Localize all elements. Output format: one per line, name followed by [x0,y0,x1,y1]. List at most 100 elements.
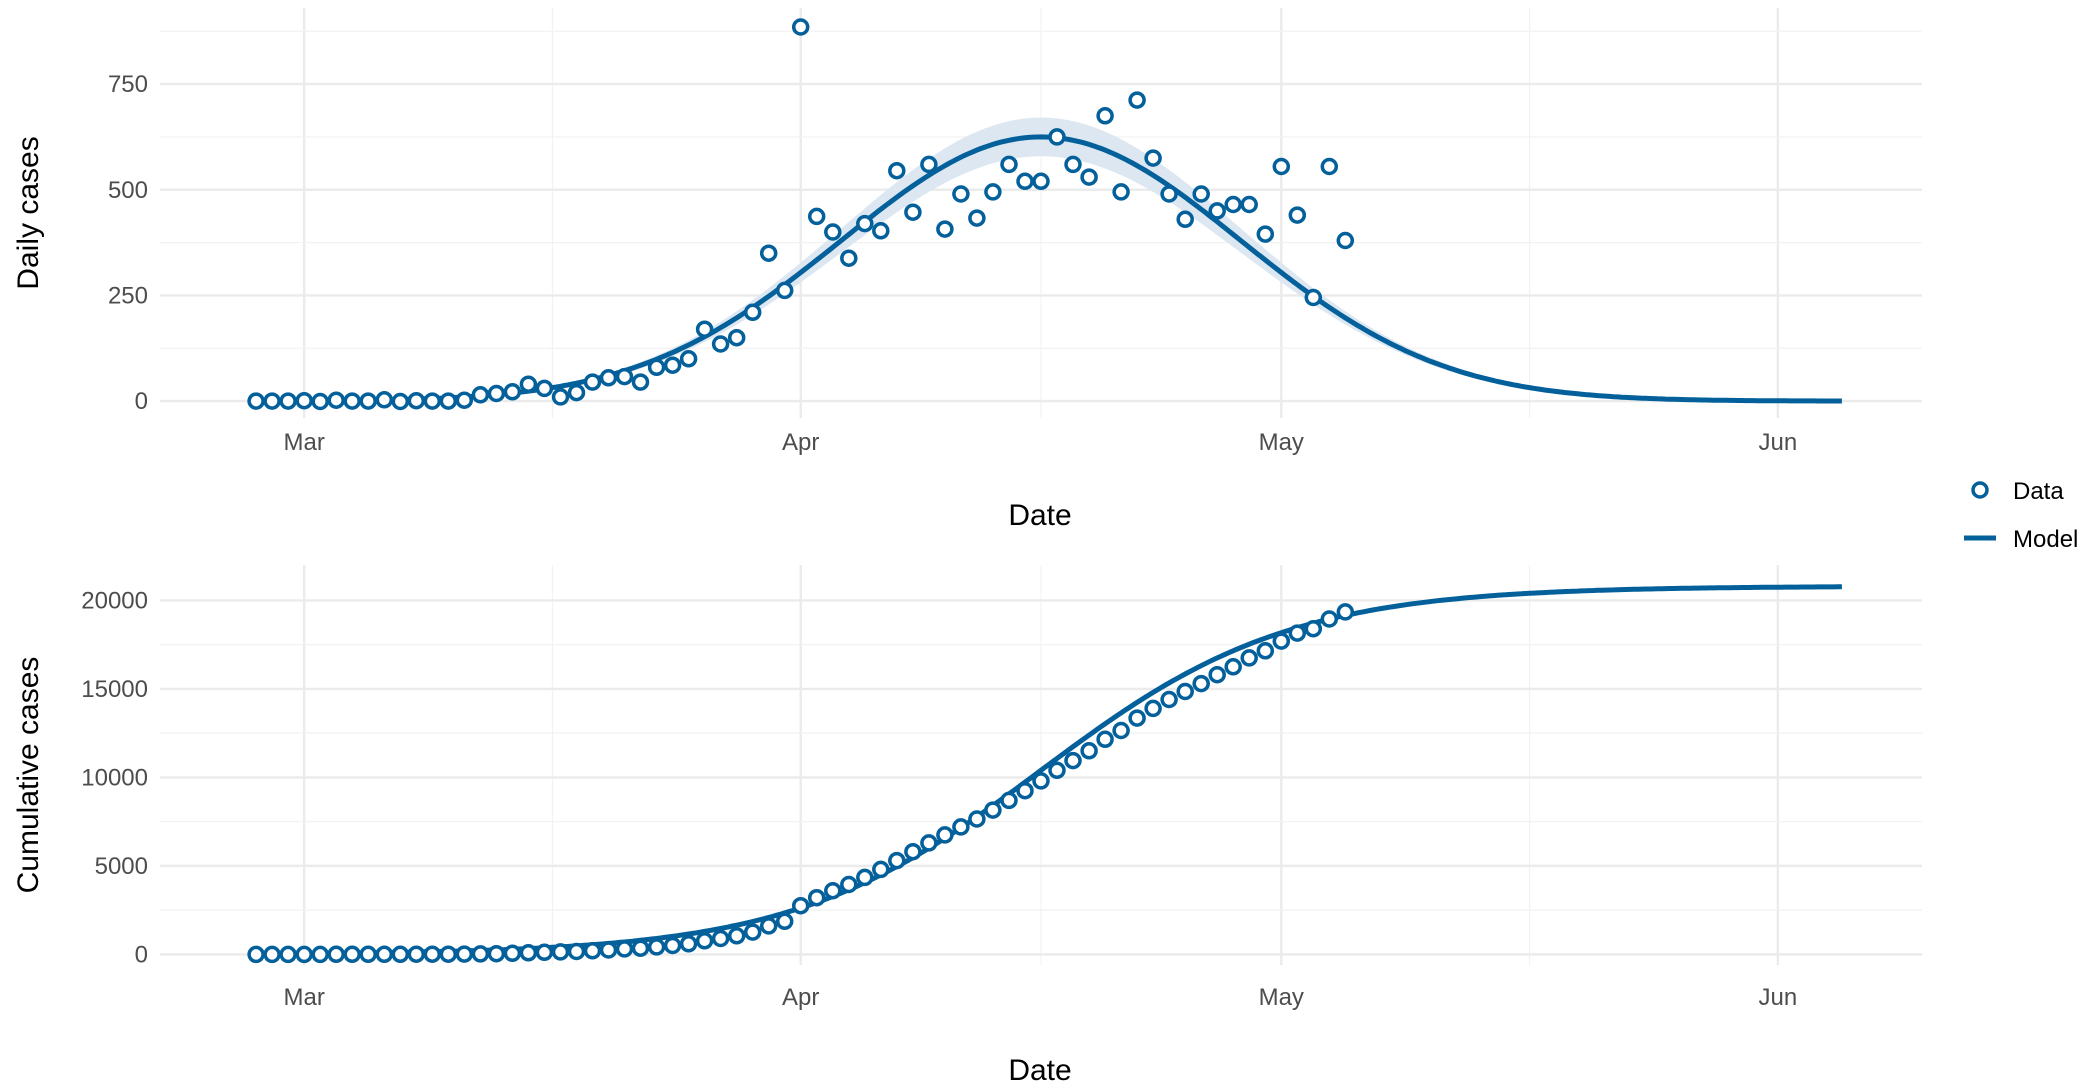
daily-data-point [759,244,778,262]
cumulative-data-point [311,945,329,964]
daily-data-point [455,391,474,409]
daily-data-point [1192,185,1210,203]
cumulative-data-point [1176,682,1194,701]
daily-x-tick-label: May [1259,429,1304,456]
daily-data-point [407,391,426,410]
daily-data-point [1048,128,1066,146]
daily-data-point [1208,202,1226,220]
cumulative-data-point [295,945,313,964]
daily-data-point [503,383,522,401]
cumulative-data-point [1128,709,1146,727]
daily-data-point [888,161,906,180]
cumulative-data-point [791,896,810,915]
daily-data-point [872,222,890,240]
legend-model-label: Model [2013,526,2078,553]
daily-data-point [423,392,442,410]
daily-model-band [256,117,1842,402]
cumulative-data-point [519,944,538,962]
legend-data-label: Data [2013,478,2064,505]
cumulative-data-point [1224,658,1242,676]
daily-data-point [487,384,506,403]
daily-data-point [391,392,410,411]
daily-data-point [1128,91,1146,109]
cumulative-data-points [247,603,1355,964]
daily-data-point [968,209,986,227]
cumulative-data-point [1192,674,1210,693]
cumulative-data-point [824,881,842,900]
cumulative-data-point [599,941,618,959]
cumulative-y-tick-label: 0 [135,941,148,968]
daily-data-point [743,303,762,322]
cumulative-x-tick-label: Apr [782,984,819,1011]
cumulative-data-point [1016,781,1034,800]
daily-x-tick-label: Mar [283,429,324,456]
cumulative-data-point [1272,632,1291,650]
cumulative-model-line [256,584,1842,957]
legend-data-symbol [1971,481,1989,499]
daily-data-point [1096,107,1114,125]
daily-data-point [615,367,634,386]
cumulative-data-point [567,942,586,961]
daily-data-point [727,328,746,347]
daily-y-axis-title: Daily cases [12,136,45,289]
daily-data-point [775,281,794,300]
daily-data-point [551,388,570,406]
cumulative-y-axis-title: Cumulative cases [12,657,45,894]
daily-data-point [567,383,586,402]
cumulative-data-point [487,944,506,963]
daily-data-point [1000,155,1018,174]
cumulative-data-point [759,917,778,935]
daily-model-confidence-band [256,117,1842,402]
daily-data-point [359,392,377,410]
daily-y-tick-labels: 0 250 500 750 [108,71,148,415]
cumulative-data-point [856,868,874,887]
daily-data-point [856,214,874,233]
cumulative-data-point [1000,791,1018,810]
cumulative-data-point [423,945,442,963]
daily-data-point [295,391,313,410]
cumulative-data-point [631,939,650,957]
daily-model-curve [256,134,1842,404]
daily-data-point [711,335,730,353]
daily-data-point [840,249,858,267]
cumulative-data-point [1320,610,1339,628]
daily-data-point [984,183,1002,201]
daily-data-point [695,320,714,338]
daily-data-point [1240,195,1258,214]
cumulative-y-tick-label: 10000 [81,764,148,791]
cumulative-data-point [888,851,906,870]
daily-data-point [663,356,682,374]
daily-data-point [247,392,265,410]
cumulative-grid [160,565,1922,965]
cumulative-data-point [391,945,410,964]
cumulative-data-point [1064,751,1082,770]
cumulative-data-point [984,801,1002,819]
cumulative-data-point [679,935,698,953]
cumulative-data-point [775,912,794,931]
cumulative-data-point [583,942,602,960]
daily-cases-panel: Mar Apr May Jun 0 250 500 750 Daily cases Date [12,8,1922,532]
daily-data-point [936,220,954,238]
cumulative-data-point [920,834,938,852]
daily-data-point [1160,185,1178,203]
cumulative-data-point [1288,624,1307,642]
daily-data-point [1224,195,1242,214]
cumulative-y-tick-label: 20000 [81,587,148,614]
cumulative-y-tick-labels: 0 5000 10000 15000 20000 [81,587,148,968]
daily-y-tick-label: 250 [108,282,148,309]
cumulative-data-point [727,927,746,945]
daily-data-point [791,18,810,36]
cumulative-data-point [1336,603,1355,621]
cumulative-y-tick-label: 15000 [81,676,148,703]
daily-data-point [583,373,602,391]
daily-data-point [1176,210,1194,229]
cumulative-data-point [343,945,361,964]
cumulative-x-tick-labels: Mar Apr May Jun [283,984,1797,1011]
daily-data-point [647,358,666,377]
daily-data-point [263,392,281,410]
daily-data-point [519,375,538,393]
legend: Data Model [1964,478,2078,553]
cumulative-data-point [1096,730,1114,749]
cumulative-data-point [1240,649,1258,667]
cumulative-data-point [968,810,986,828]
